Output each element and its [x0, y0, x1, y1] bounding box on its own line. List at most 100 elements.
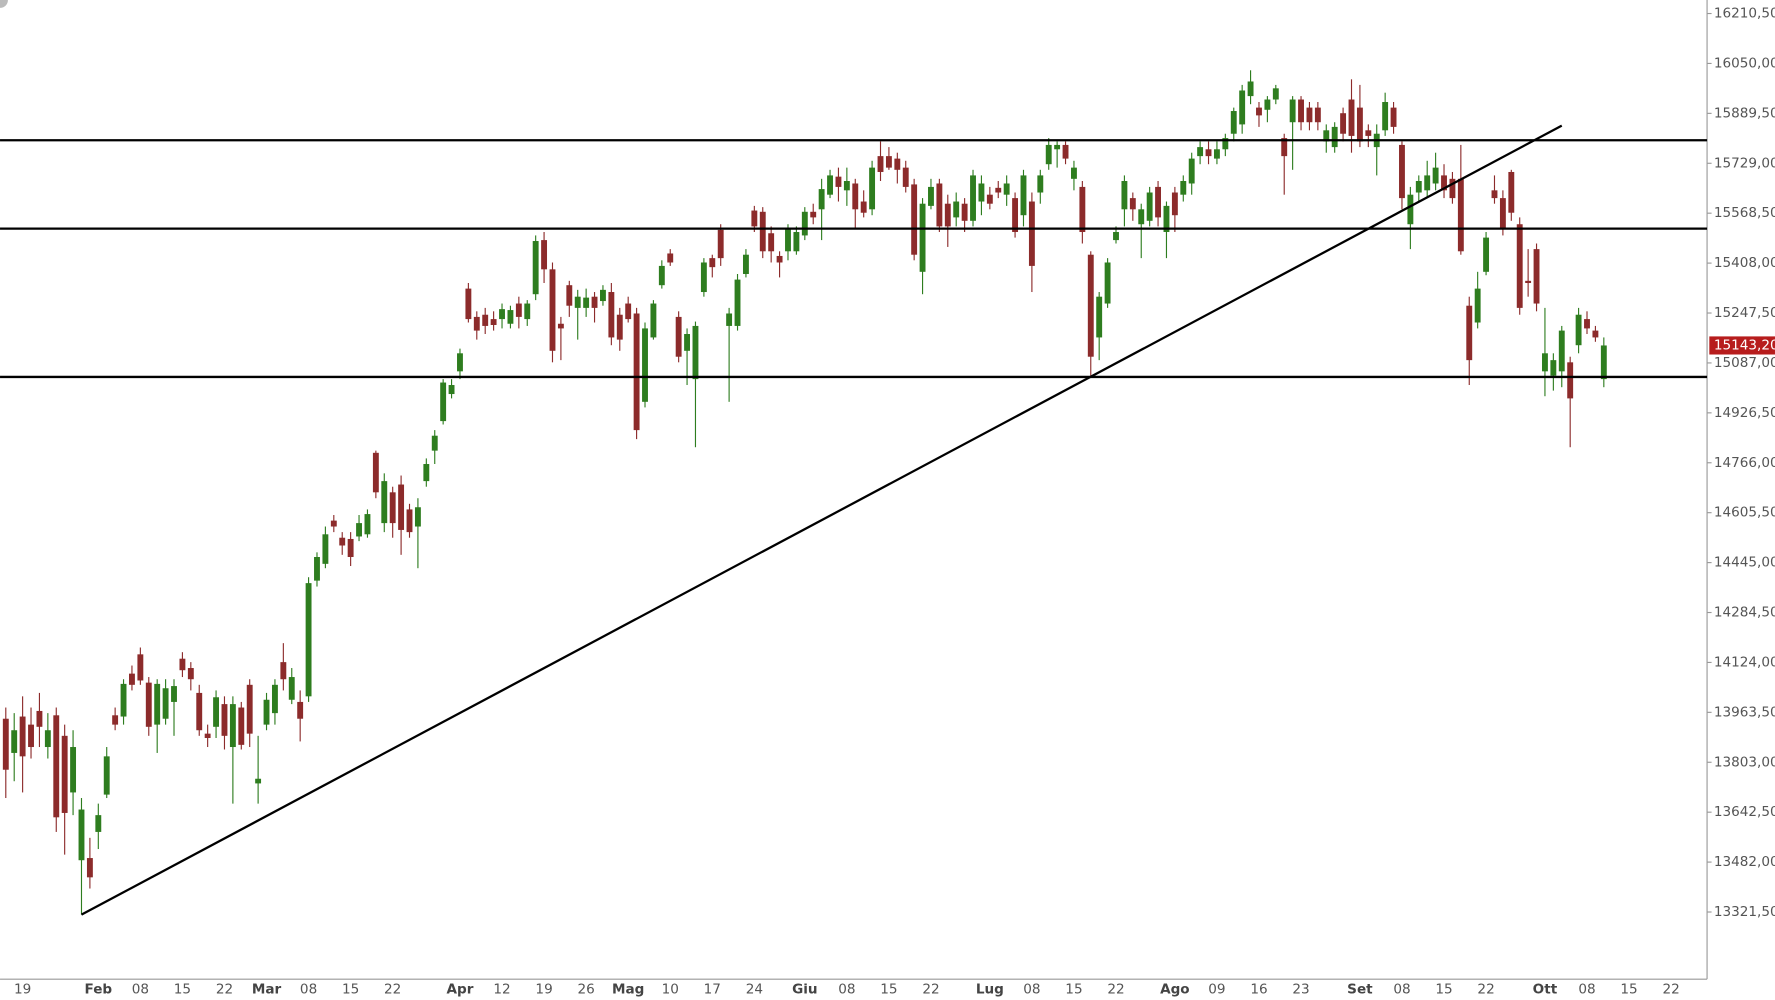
- y-tick-label: 16210,50: [1714, 6, 1775, 22]
- candle-body: [11, 730, 18, 753]
- candle-body: [70, 747, 77, 793]
- candle-body: [1289, 99, 1296, 123]
- candle-body: [423, 464, 430, 482]
- candle-body: [398, 484, 405, 530]
- y-tick-label: 14445,00: [1714, 555, 1775, 571]
- x-tick-label: 08: [1578, 981, 1595, 997]
- candle-body: [877, 156, 884, 172]
- candle-body: [490, 319, 497, 325]
- candle-body: [263, 699, 270, 725]
- candle-body: [591, 296, 598, 308]
- candle-body: [145, 682, 152, 727]
- x-tick-label: 22: [216, 981, 233, 997]
- candle-body: [1466, 305, 1473, 361]
- candle-body: [986, 194, 993, 204]
- y-tick-label: 15247,50: [1714, 305, 1775, 321]
- candle-body: [524, 303, 531, 320]
- candle-body: [448, 385, 455, 395]
- candle-body: [1399, 144, 1405, 199]
- candle-body: [482, 314, 489, 326]
- candle-body: [1264, 99, 1271, 110]
- x-tick-label: 15: [880, 981, 897, 997]
- x-tick-label: 22: [922, 981, 939, 997]
- candle-body: [86, 858, 93, 878]
- candle-body: [280, 662, 287, 680]
- candle-body: [440, 382, 447, 422]
- candle-body: [1045, 144, 1052, 165]
- candle-body: [1323, 130, 1330, 142]
- candle-body: [1516, 224, 1523, 308]
- candle-body: [1113, 232, 1119, 241]
- x-tick-label: 15: [1065, 981, 1082, 997]
- candle-body: [970, 175, 976, 221]
- candle-body: [1600, 345, 1607, 380]
- candle-body: [1457, 178, 1464, 252]
- last-price-box: [1709, 336, 1775, 355]
- candle-body: [1298, 99, 1304, 123]
- candle-body: [1567, 362, 1574, 399]
- candle-body: [1071, 167, 1077, 179]
- x-tick-label: 12: [493, 981, 510, 997]
- candle-body: [692, 325, 699, 380]
- candle-body: [742, 254, 749, 274]
- y-tick-label: 13803,00: [1714, 754, 1775, 770]
- candle-body: [1256, 107, 1262, 116]
- candle-body: [1407, 194, 1414, 225]
- candle-body: [103, 756, 110, 795]
- candle-body: [1180, 181, 1187, 195]
- candle-body: [1213, 149, 1220, 159]
- candle-body: [229, 704, 236, 748]
- candle-body: [129, 673, 135, 685]
- candle-body: [1592, 330, 1599, 338]
- x-tick-label: 17: [704, 981, 721, 997]
- candle-body: [28, 724, 34, 748]
- candle-body: [431, 435, 438, 451]
- candle-body: [95, 815, 102, 832]
- candle-body: [953, 201, 960, 218]
- candle-body: [583, 297, 590, 308]
- candle-body: [616, 314, 623, 340]
- candle-body: [557, 323, 564, 329]
- candle-body: [1163, 205, 1170, 233]
- candle-body: [1079, 186, 1086, 233]
- x-tick-label: 08: [132, 981, 149, 997]
- candle-body: [255, 778, 262, 784]
- candle-body: [53, 715, 60, 818]
- candle-body: [196, 692, 203, 731]
- candle-body: [1281, 138, 1288, 157]
- x-tick-label: 08: [1023, 981, 1040, 997]
- candle-body: [78, 809, 85, 861]
- corner-button[interactable]: [0, 0, 8, 8]
- x-tick-label: 19: [535, 981, 552, 997]
- candle-body: [507, 310, 514, 324]
- candle-body: [414, 507, 421, 527]
- candle-body: [1382, 102, 1389, 131]
- candle-body: [928, 186, 934, 206]
- candle-body: [1129, 198, 1136, 210]
- x-tick-label: Set: [1347, 981, 1373, 997]
- candle-body: [1491, 190, 1498, 199]
- candle-body: [642, 328, 648, 402]
- y-tick-label: 14284,50: [1714, 605, 1775, 621]
- candle-body: [768, 233, 775, 252]
- candle-body: [1441, 175, 1447, 191]
- candle-body: [1306, 107, 1313, 123]
- candle-body: [221, 704, 228, 736]
- candle-body: [793, 232, 800, 252]
- x-tick-label: Giu: [792, 981, 817, 997]
- candle-body: [1356, 107, 1363, 142]
- candle-body: [314, 557, 320, 581]
- candle-body: [978, 183, 985, 202]
- candle-body: [44, 730, 51, 748]
- candle-body: [1348, 99, 1355, 136]
- y-tick-label: 15729,00: [1714, 155, 1775, 171]
- candle-body: [112, 715, 119, 725]
- candle-body: [305, 583, 312, 697]
- candle-body: [1003, 183, 1010, 195]
- candle-body: [179, 658, 186, 671]
- x-tick-label: Apr: [447, 981, 474, 997]
- y-tick-label: 15568,50: [1714, 205, 1775, 221]
- x-tick-label: 22: [1107, 981, 1124, 997]
- candle-body: [19, 716, 26, 757]
